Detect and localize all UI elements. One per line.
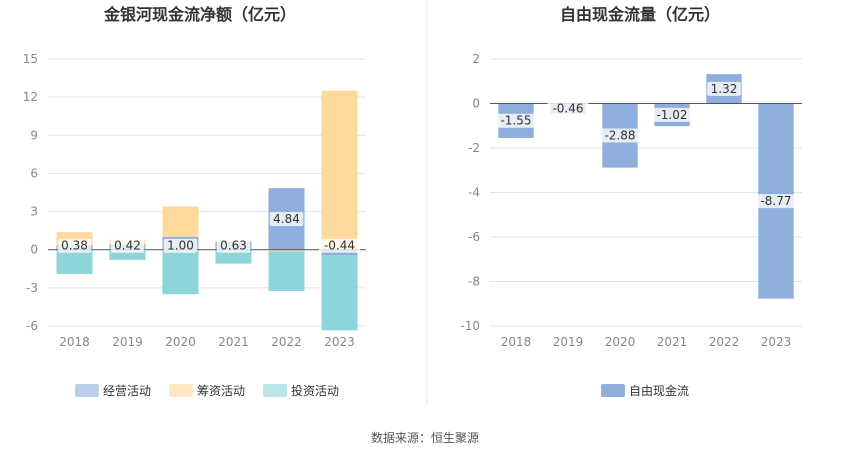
legend-swatch-1-1 <box>75 384 99 397</box>
data-label-2-2019: -0.46 <box>552 102 583 116</box>
x-tick-label-1-2022: 2022 <box>271 335 302 349</box>
data-label-bg-1-2021 <box>216 238 251 253</box>
source-text: 数据来源：恒生聚源 <box>371 430 479 445</box>
data-label-2-2018: -1.55 <box>500 114 531 128</box>
bar-1-s3-2018 <box>56 249 93 274</box>
data-label-1-2018: 0.38 <box>61 239 88 253</box>
data-label-2-2020: -2.88 <box>604 129 635 143</box>
x-tick-label-2-2021: 2021 <box>657 335 688 349</box>
y-tick-label-1-12: 12 <box>23 90 38 104</box>
chart-title-2: 自由现金流量（亿元） <box>560 5 720 24</box>
legend-swatch-1-2 <box>169 384 193 397</box>
x-tick-label-2-2019: 2019 <box>553 335 584 349</box>
data-label-1-2020: 1.00 <box>167 239 194 253</box>
y-tick-label-2--2: -2 <box>468 141 480 155</box>
x-tick-label-1-2021: 2021 <box>218 335 249 349</box>
data-label-1-2022: 4.84 <box>273 212 300 226</box>
bar-1-s3-2021 <box>215 249 252 264</box>
bar-1-s3-2019 <box>109 249 146 260</box>
data-label-bg-2-2019 <box>547 101 589 116</box>
data-label-bg-1-2023 <box>319 238 360 253</box>
data-label-bg-2-2023 <box>755 194 797 209</box>
data-label-bg-1-2020 <box>163 238 198 253</box>
y-tick-label-1-3: 3 <box>30 205 38 219</box>
data-label-2-2021: -1.02 <box>656 108 687 122</box>
y-tick-label-2--10: -10 <box>460 319 480 333</box>
x-tick-label-1-2023: 2023 <box>324 335 355 349</box>
bar-1-s3-2023 <box>321 255 358 331</box>
y-tick-label-2--6: -6 <box>468 230 480 244</box>
bar-1-s3-2020 <box>162 249 199 295</box>
y-tick-label-1--6: -6 <box>26 319 38 333</box>
data-label-1-2021: 0.63 <box>220 239 247 253</box>
bar-1-s2-2020 <box>162 206 199 237</box>
y-tick-label-1--3: -3 <box>26 281 38 295</box>
x-tick-label-1-2019: 2019 <box>112 335 143 349</box>
data-label-1-2019: 0.42 <box>114 239 141 253</box>
x-tick-label-1-2020: 2020 <box>165 335 196 349</box>
data-label-bg-1-2019 <box>110 238 145 253</box>
x-tick-label-1-2018: 2018 <box>59 335 90 349</box>
chart-title-1: 金银河现金流净额（亿元） <box>103 5 296 24</box>
data-label-bg-1-2022 <box>269 211 304 226</box>
y-tick-label-2--8: -8 <box>468 275 480 289</box>
x-tick-label-2-2022: 2022 <box>709 335 740 349</box>
legend-label-1-1: 经营活动 <box>103 384 151 398</box>
data-label-1-2023: -0.44 <box>324 239 355 253</box>
y-tick-label-2--4: -4 <box>468 186 480 200</box>
bar-1-s2-2023 <box>321 90 358 250</box>
y-tick-label-1-15: 15 <box>23 52 38 66</box>
legend-label-1-3: 投资活动 <box>291 383 339 398</box>
x-tick-label-2-2018: 2018 <box>501 335 532 349</box>
legend-label-2-1: 自由现金流 <box>629 383 689 398</box>
legend-swatch-2-1 <box>601 384 625 397</box>
data-label-2-2023: -8.77 <box>760 194 791 208</box>
legend-swatch-1-3 <box>263 384 287 397</box>
data-label-2-2022: 1.32 <box>711 82 738 96</box>
legend-label-1-2: 筹资活动 <box>197 384 245 398</box>
x-tick-label-2-2020: 2020 <box>605 335 636 349</box>
bar-1-s2-2022 <box>268 249 305 252</box>
data-label-bg-1-2018 <box>57 238 92 253</box>
bar-1-s3-2022 <box>268 251 305 292</box>
data-label-bg-2-2022 <box>707 81 741 96</box>
data-label-bg-2-2021 <box>651 107 693 122</box>
data-label-bg-2-2018 <box>495 113 537 128</box>
y-tick-label-2-0: 0 <box>472 97 480 111</box>
y-tick-label-2-2: 2 <box>472 52 480 66</box>
y-tick-label-1-9: 9 <box>30 128 38 142</box>
y-tick-label-1-6: 6 <box>30 166 38 180</box>
y-tick-label-1-0: 0 <box>30 243 38 257</box>
x-tick-label-2-2023: 2023 <box>761 335 792 349</box>
data-label-bg-2-2020 <box>599 128 641 143</box>
